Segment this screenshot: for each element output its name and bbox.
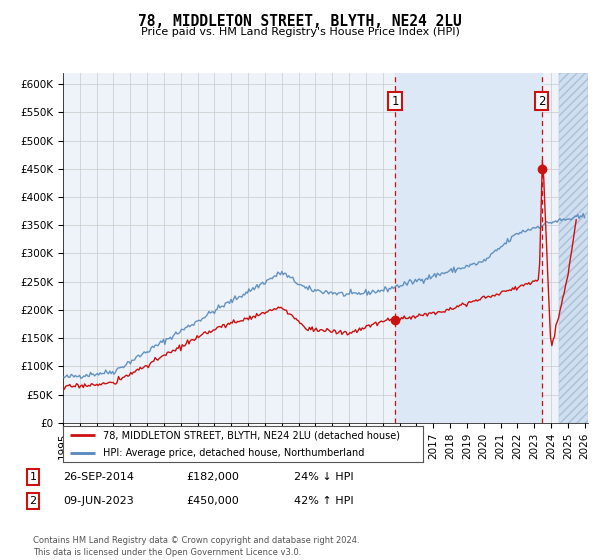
Text: 78, MIDDLETON STREET, BLYTH, NE24 2LU: 78, MIDDLETON STREET, BLYTH, NE24 2LU — [138, 14, 462, 29]
Text: 78, MIDDLETON STREET, BLYTH, NE24 2LU (detached house): 78, MIDDLETON STREET, BLYTH, NE24 2LU (d… — [103, 430, 400, 440]
Text: 1: 1 — [29, 472, 37, 482]
Bar — [559, 73, 588, 423]
Text: 2: 2 — [29, 496, 37, 506]
Text: Contains HM Land Registry data © Crown copyright and database right 2024.
This d: Contains HM Land Registry data © Crown c… — [33, 536, 359, 557]
Bar — [559, 73, 588, 423]
Text: £450,000: £450,000 — [186, 496, 239, 506]
Text: 2: 2 — [538, 95, 545, 108]
Text: 09-JUN-2023: 09-JUN-2023 — [63, 496, 134, 506]
Text: 24% ↓ HPI: 24% ↓ HPI — [294, 472, 353, 482]
Text: 26-SEP-2014: 26-SEP-2014 — [63, 472, 134, 482]
Bar — [395, 73, 542, 423]
Text: HPI: Average price, detached house, Northumberland: HPI: Average price, detached house, Nort… — [103, 447, 364, 458]
Text: 1: 1 — [391, 95, 399, 108]
Text: £182,000: £182,000 — [186, 472, 239, 482]
Text: Price paid vs. HM Land Registry's House Price Index (HPI): Price paid vs. HM Land Registry's House … — [140, 27, 460, 37]
Text: 42% ↑ HPI: 42% ↑ HPI — [294, 496, 353, 506]
